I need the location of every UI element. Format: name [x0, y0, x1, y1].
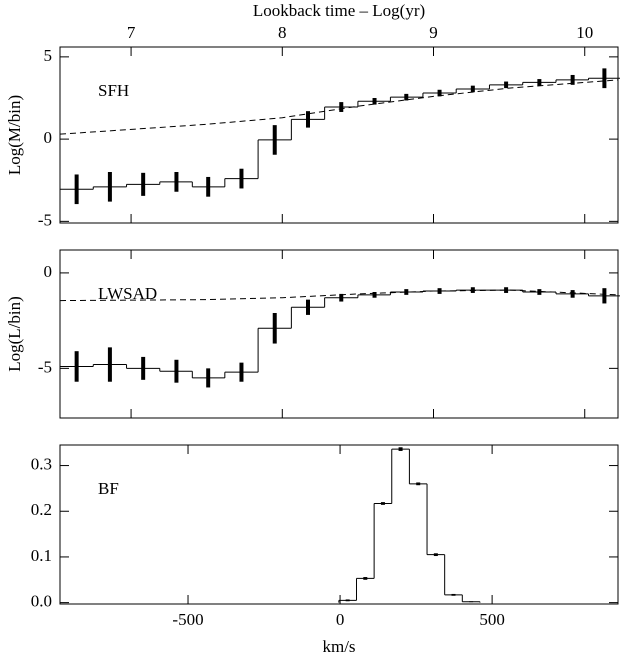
y-tick-label: 0.2 [31, 500, 52, 519]
y-tick-label: 0.1 [31, 546, 52, 565]
x-axis-label: Lookback time – Log(yr) [253, 1, 425, 20]
panel-label: BF [98, 479, 119, 498]
x-tick-label: 0 [336, 610, 345, 629]
x-axis-label: km/s [322, 637, 355, 656]
plot-frame [59, 444, 619, 605]
y-tick-label: 0 [44, 262, 53, 281]
y-tick-label: 0.0 [31, 592, 52, 611]
dashed-line [59, 79, 619, 135]
plot-frame [59, 46, 619, 224]
x-tick-label: 7 [127, 23, 136, 42]
panel-label: LWSAD [98, 284, 157, 303]
x-tick-label: 8 [278, 23, 287, 42]
x-tick-label: 500 [479, 610, 505, 629]
y-tick-label: 5 [44, 46, 53, 65]
y-tick-label: 0 [44, 128, 53, 147]
y-axis-label: Log(L/bin) [5, 296, 24, 372]
plot-frame [59, 249, 619, 419]
x-tick-label: -500 [172, 610, 203, 629]
y-tick-label: -5 [38, 357, 52, 376]
x-tick-label: 9 [429, 23, 438, 42]
panel-label: SFH [98, 81, 129, 100]
y-tick-label: 0.3 [31, 454, 52, 473]
y-tick-label: -5 [38, 210, 52, 229]
x-tick-label: 10 [576, 23, 593, 42]
y-axis-label: Log(M/bin) [5, 95, 24, 175]
